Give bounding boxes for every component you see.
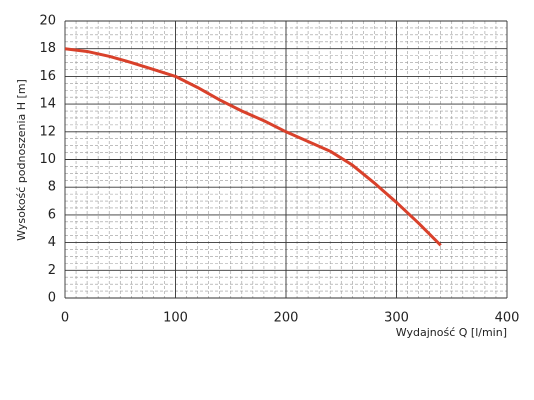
y-tick-label: 16 — [39, 69, 56, 84]
y-tick-label: 10 — [39, 152, 56, 167]
y-tick-label: 18 — [39, 41, 56, 56]
x-tick-label: 300 — [384, 311, 409, 326]
y-tick-label: 8 — [48, 180, 56, 195]
y-tick-label: 12 — [39, 124, 56, 139]
y-tick-label: 6 — [48, 207, 56, 222]
x-tick-label: 200 — [274, 311, 299, 326]
y-tick-label: 4 — [48, 235, 56, 250]
x-axis-label: Wydajność Q [l/min] — [396, 326, 507, 339]
y-tick-label: 20 — [39, 14, 56, 29]
y-tick-label: 14 — [39, 97, 56, 112]
x-tick-label: 400 — [495, 311, 520, 326]
x-tick-label: 100 — [163, 311, 188, 326]
data-line — [64, 47, 442, 247]
y-axis-label: Wysokość podnoszenia H [m] — [15, 79, 28, 241]
y-tick-label: 0 — [48, 291, 56, 306]
x-tick-label: 0 — [61, 311, 69, 326]
y-tick-label: 2 — [48, 263, 56, 278]
